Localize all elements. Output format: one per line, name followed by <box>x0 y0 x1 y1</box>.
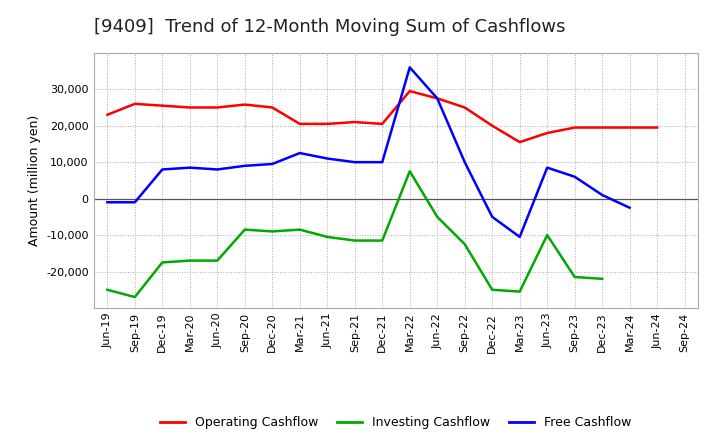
Text: [9409]  Trend of 12-Month Moving Sum of Cashflows: [9409] Trend of 12-Month Moving Sum of C… <box>94 18 565 36</box>
Y-axis label: Amount (million yen): Amount (million yen) <box>27 115 40 246</box>
Legend: Operating Cashflow, Investing Cashflow, Free Cashflow: Operating Cashflow, Investing Cashflow, … <box>156 411 636 434</box>
